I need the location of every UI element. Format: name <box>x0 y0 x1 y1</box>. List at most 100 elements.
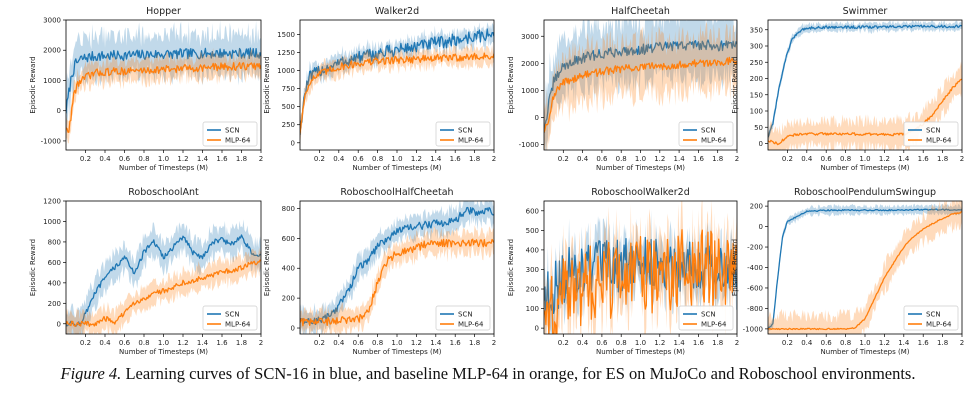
x-tick-label: 0.6 <box>353 339 365 347</box>
x-tick-label: 0.6 <box>119 155 131 163</box>
x-tick-label: 0.4 <box>99 339 111 347</box>
x-tick-label: 2 <box>492 155 496 163</box>
chart-panel-1: Walker2d 0.2 0.4 0.6 0.8 1.0 1.2 1.4 1.6 1.8 2 0 250… <box>263 6 496 172</box>
series-line-mlp-64 <box>66 259 261 327</box>
y-axis-label: Episodic Reward <box>731 239 739 296</box>
x-tick-label: 1.8 <box>712 339 723 347</box>
y-tick-label: 600 <box>526 207 539 215</box>
x-tick-label: 1.4 <box>898 155 910 163</box>
y-tick-label: 100 <box>526 305 539 313</box>
y-tick-label: -800 <box>747 305 763 313</box>
x-axis-label: Number of Timesteps (M) <box>353 164 442 172</box>
chart-title: RoboschoolHalfCheetah <box>340 187 453 198</box>
y-tick-label: 50 <box>754 124 763 132</box>
x-tick-label: 1.6 <box>693 155 705 163</box>
legend-label-mlp-64: MLP-64 <box>225 137 251 145</box>
legend-label-mlp-64: MLP-64 <box>926 321 952 329</box>
x-tick-label: 0.2 <box>314 339 325 347</box>
y-tick-label: -200 <box>747 244 763 252</box>
x-tick-label: 0.2 <box>80 339 91 347</box>
x-tick-label: 2 <box>259 155 263 163</box>
x-tick-label: 0.8 <box>616 339 627 347</box>
x-tick-label: 2 <box>492 339 496 347</box>
x-tick-label: 1.6 <box>450 339 462 347</box>
x-tick-label: 0.2 <box>558 155 569 163</box>
y-tick-label: 300 <box>526 266 539 274</box>
chart-panel-6: RoboschoolWalker2d 0.2 0.4 0.6 0.8 1.0 1.2 1.4 1… <box>507 187 739 356</box>
x-tick-label: 1.0 <box>158 155 169 163</box>
legend-label-scn: SCN <box>701 311 716 319</box>
y-tick-label: 100 <box>750 108 763 116</box>
x-tick-label: 2 <box>259 339 263 347</box>
y-tick-label: 0 <box>535 325 539 333</box>
x-tick-label: 1.2 <box>411 155 422 163</box>
x-tick-label: 1.4 <box>197 155 209 163</box>
x-tick-label: 1.8 <box>937 155 948 163</box>
y-tick-label: 2000 <box>43 47 61 55</box>
x-tick-label: 1.0 <box>859 339 870 347</box>
x-tick-label: 1.2 <box>654 155 665 163</box>
x-tick-label: 0.2 <box>782 339 793 347</box>
x-tick-label: 0.2 <box>314 155 325 163</box>
chart-panel-3: Swimmer 0.2 0.4 0.6 0.8 1.0 1.2 1.4 1.6 1.8 2 0 50 10… <box>731 6 964 172</box>
chart-panel-7: RoboschoolPendulumSwingup 0.2 0.4 0.6 0.8 1.0… <box>731 187 964 356</box>
y-tick-label: 800 <box>282 205 295 213</box>
legend-label-mlp-64: MLP-64 <box>458 137 484 145</box>
chart-title: RoboschoolPendulumSwingup <box>794 187 936 198</box>
y-tick-label: -1000 <box>519 141 539 149</box>
y-tick-label: 750 <box>282 85 295 93</box>
chart-title: HalfCheetah <box>611 6 670 17</box>
y-tick-label: 500 <box>526 227 539 235</box>
y-tick-label: 350 <box>750 26 763 34</box>
x-tick-label: 0.8 <box>372 155 383 163</box>
x-tick-label: 0.2 <box>782 155 793 163</box>
x-tick-label: 1.4 <box>430 339 442 347</box>
x-tick-label: 1.4 <box>674 339 686 347</box>
x-tick-label: 0.8 <box>840 339 851 347</box>
y-tick-label: 400 <box>282 265 295 273</box>
legend-label-mlp-64: MLP-64 <box>701 321 727 329</box>
y-axis-label: Episodic Reward <box>263 56 271 113</box>
x-tick-label: 1.0 <box>391 155 402 163</box>
chart-legend: SCN MLP-64 <box>903 305 959 331</box>
x-axis-label: Number of Timesteps (M) <box>353 348 442 356</box>
legend-label-scn: SCN <box>225 311 240 319</box>
y-tick-label: 150 <box>750 91 763 99</box>
x-axis-label: Number of Timesteps (M) <box>821 164 910 172</box>
y-axis-label: Episodic Reward <box>507 239 515 296</box>
x-tick-label: 0.4 <box>577 155 589 163</box>
x-tick-label: 0.4 <box>801 155 813 163</box>
x-tick-label: 0.8 <box>138 155 149 163</box>
x-tick-label: 1.2 <box>654 339 665 347</box>
chart-legend: SCN MLP-64 <box>678 305 734 331</box>
chart-panel-4: RoboschoolAnt 0.2 0.4 0.6 0.8 1.0 1.2 1.4 1.6 1.8… <box>29 187 263 356</box>
chart-plot-area <box>300 201 494 334</box>
y-tick-label: 250 <box>282 121 295 129</box>
x-tick-label: 0.8 <box>840 155 851 163</box>
x-tick-label: 0.2 <box>558 339 569 347</box>
legend-label-scn: SCN <box>458 127 473 135</box>
figure-caption-text: Learning curves of SCN-16 in blue, and b… <box>125 364 916 383</box>
x-tick-label: 1.4 <box>898 339 910 347</box>
x-tick-label: 1.4 <box>197 339 209 347</box>
x-tick-label: 1.8 <box>712 155 723 163</box>
y-tick-label: 1000 <box>43 218 61 226</box>
y-tick-label: 200 <box>48 300 61 308</box>
x-tick-label: 1.8 <box>937 339 948 347</box>
y-tick-label: 1500 <box>277 31 295 39</box>
x-tick-label: 1.2 <box>177 155 188 163</box>
series-line-scn <box>66 47 261 114</box>
x-tick-label: 0.4 <box>333 155 345 163</box>
chart-title: RoboschoolWalker2d <box>591 187 690 198</box>
y-axis-label: Episodic Reward <box>507 56 515 113</box>
y-tick-label: 400 <box>526 246 539 254</box>
figure-caption-label: Figure 4. <box>60 364 122 383</box>
chart-title: Walker2d <box>375 6 419 17</box>
chart-legend: SCN MLP-64 <box>678 121 734 147</box>
series-band-mlp-64 <box>300 225 494 334</box>
y-tick-label: -400 <box>747 264 763 272</box>
series-line-mlp-64 <box>544 56 737 133</box>
x-tick-label: 0.6 <box>596 339 608 347</box>
x-tick-label: 0.8 <box>138 339 149 347</box>
